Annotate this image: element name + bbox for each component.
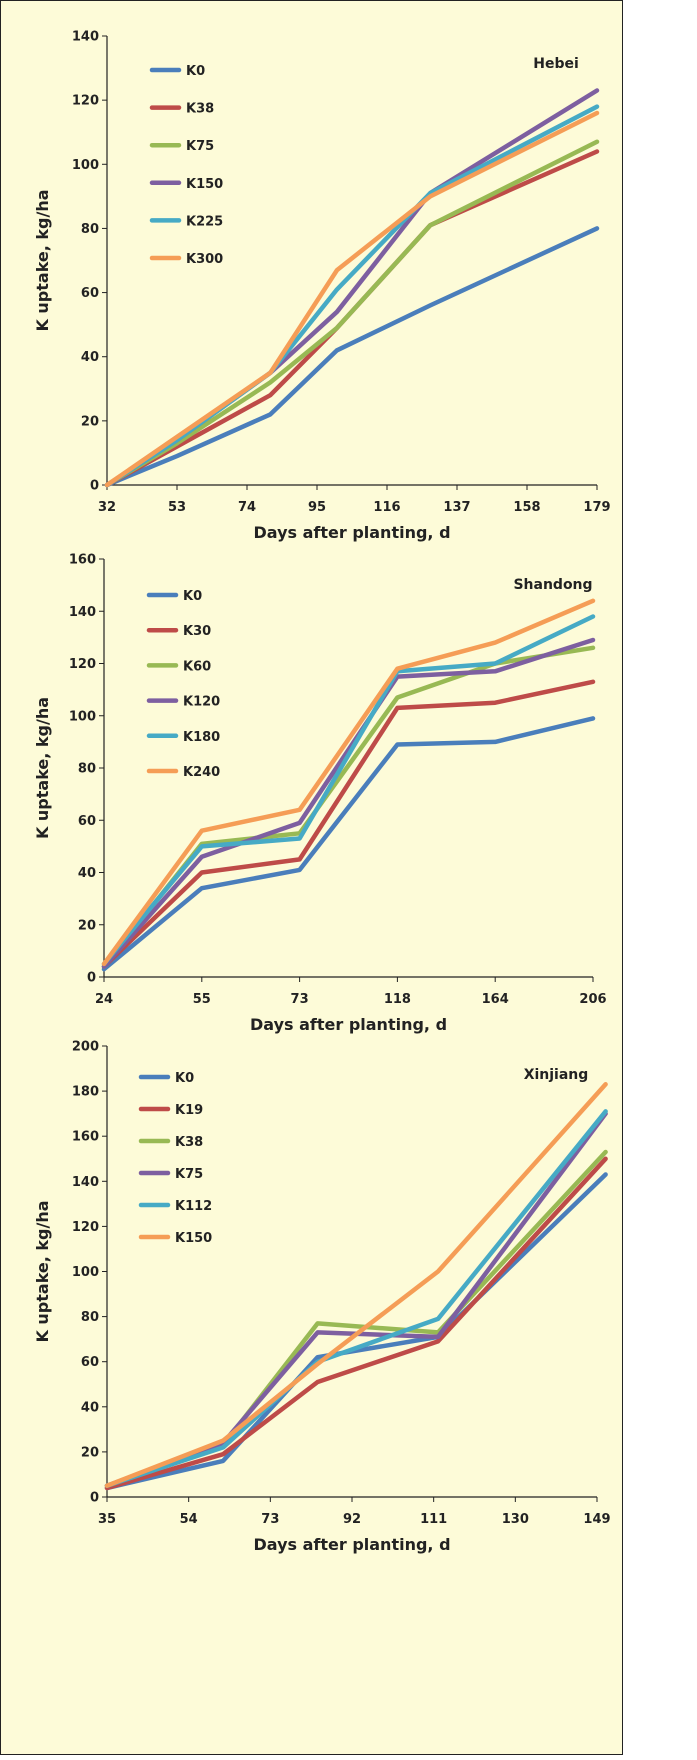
y-tick-label: 0 (90, 1491, 99, 1506)
legend-label: K180 (183, 730, 220, 745)
x-tick-label: 116 (373, 500, 400, 515)
y-tick-label: 20 (81, 1445, 99, 1460)
y-tick-label: 100 (69, 709, 96, 724)
series-line-k300 (104, 110, 600, 488)
x-tick-label: 55 (193, 992, 211, 1007)
legend-label: K112 (175, 1199, 212, 1214)
y-tick-label: 160 (72, 1130, 99, 1145)
legend-label: K38 (175, 1135, 203, 1150)
y-tick-label: 140 (72, 30, 99, 45)
y-tick-label: 0 (87, 971, 96, 986)
region-label: Shandong (513, 577, 592, 593)
series-line-k180 (101, 614, 596, 967)
x-axis-label: Days after planting, d (253, 523, 450, 542)
y-tick-label: 20 (78, 918, 96, 933)
x-tick-label: 92 (343, 1512, 361, 1527)
y-tick-label: 40 (78, 866, 96, 881)
legend-label: K150 (175, 1231, 212, 1246)
x-tick-label: 53 (168, 500, 186, 515)
y-tick-label: 180 (72, 1085, 99, 1100)
x-tick-label: 32 (98, 500, 116, 515)
x-tick-label: 149 (583, 1512, 610, 1527)
y-tick-label: 60 (81, 286, 99, 301)
series-line-k30 (101, 679, 596, 969)
x-tick-label: 111 (420, 1512, 447, 1527)
x-tick-label: 118 (384, 992, 411, 1007)
legend-label: K30 (183, 624, 211, 639)
region-label: Hebei (533, 56, 579, 72)
y-tick-label: 140 (72, 1175, 99, 1190)
y-tick-label: 60 (81, 1355, 99, 1370)
y-tick-label: 100 (72, 1265, 99, 1280)
y-tick-label: 120 (72, 1220, 99, 1235)
series-line-k240 (101, 598, 596, 967)
legend-label: K0 (186, 64, 205, 79)
region-label: Xinjiang (524, 1067, 589, 1083)
legend-label: K240 (183, 765, 220, 780)
chart-shandong: 0 20 40 60 80 100 120 140 160 24 55 73 118 164 206 Days… (33, 553, 607, 1035)
legend-label: K75 (186, 139, 214, 154)
legend-label: K0 (175, 1071, 194, 1086)
y-axis-label: K uptake, kg/ha (33, 189, 52, 331)
y-tick-label: 160 (69, 553, 96, 568)
y-tick-label: 60 (78, 814, 96, 829)
y-tick-label: 140 (69, 605, 96, 620)
legend-label: K120 (183, 695, 220, 710)
y-tick-label: 200 (72, 1040, 99, 1055)
series-line-k0 (101, 716, 596, 972)
legend-label: K60 (183, 659, 211, 674)
y-tick-label: 100 (72, 158, 99, 173)
y-tick-label: 0 (90, 479, 99, 494)
x-tick-label: 74 (238, 500, 256, 515)
legend-label: K225 (186, 214, 223, 229)
y-axis-label: K uptake, kg/ha (33, 1200, 52, 1342)
legend-label: K0 (183, 589, 202, 604)
x-axis-label: Days after planting, d (253, 1535, 450, 1554)
y-tick-label: 80 (81, 1310, 99, 1325)
y-tick-label: 120 (72, 94, 99, 109)
x-tick-label: 130 (502, 1512, 529, 1527)
x-tick-label: 179 (583, 500, 610, 515)
y-tick-label: 80 (81, 222, 99, 237)
series-line-k0 (104, 226, 600, 488)
x-tick-label: 24 (95, 992, 113, 1007)
legend-label: K38 (186, 102, 214, 117)
y-tick-label: 120 (69, 657, 96, 672)
legend-label: K300 (186, 252, 223, 267)
y-axis-label: K uptake, kg/ha (33, 697, 52, 839)
x-tick-label: 54 (180, 1512, 198, 1527)
y-tick-label: 20 (81, 414, 99, 429)
y-tick-label: 40 (81, 350, 99, 365)
x-tick-label: 158 (513, 500, 540, 515)
x-tick-label: 73 (261, 1512, 279, 1527)
x-tick-label: 95 (308, 500, 326, 515)
y-tick-label: 80 (78, 762, 96, 777)
x-tick-label: 206 (579, 992, 606, 1007)
x-axis-label: Days after planting, d (250, 1015, 447, 1034)
series-line-k19 (104, 1156, 608, 1491)
legend-label: K150 (186, 177, 223, 192)
legend-label: K19 (175, 1103, 203, 1118)
x-tick-label: 164 (482, 992, 509, 1007)
x-tick-label: 35 (98, 1512, 116, 1527)
series-line-k150 (104, 1082, 608, 1488)
series-line-k120 (101, 637, 596, 969)
series-line-k0 (104, 1172, 608, 1491)
x-tick-label: 137 (443, 500, 470, 515)
x-tick-label: 73 (291, 992, 309, 1007)
chart-hebei: 0 20 40 60 80 100 120 140 32 53 74 95 116 137 158 179 Da… (33, 30, 611, 543)
y-tick-label: 40 (81, 1400, 99, 1415)
chart-xinjiang: 0 20 40 60 80 100 120 140 160 180 200 35 54 73 92 111 13… (33, 1040, 611, 1555)
legend-label: K75 (175, 1167, 203, 1182)
